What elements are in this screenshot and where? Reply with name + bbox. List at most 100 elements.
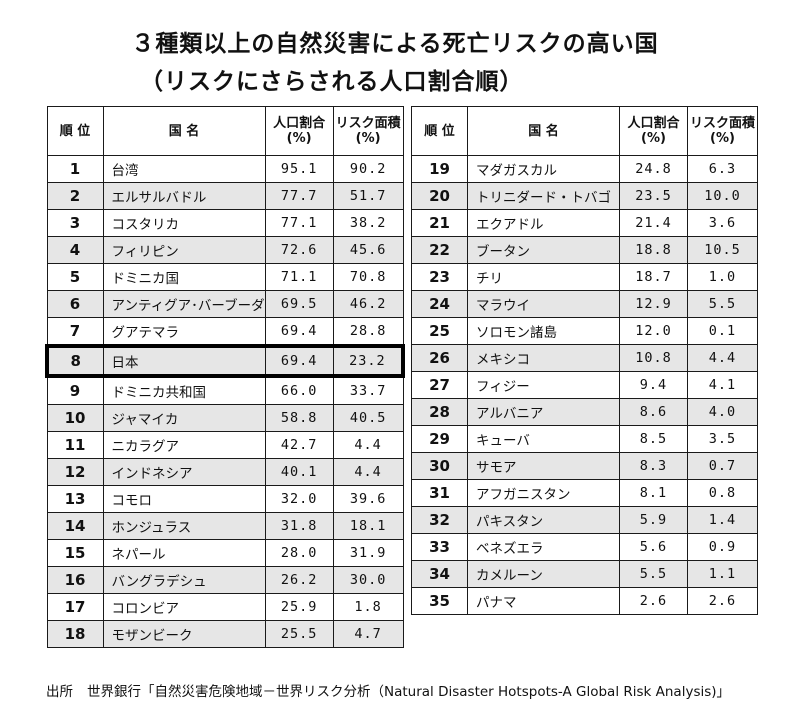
area-share-cell: 45.6 — [332, 236, 404, 264]
table-row: 8 日本 69.4 23.2 — [45, 344, 406, 378]
table-row: 9 ドミニカ共和国 66.0 33.7 — [46, 375, 404, 405]
area-share-cell: 1.0 — [687, 263, 758, 291]
table-row: 15 ネパール 28.0 31.9 — [46, 539, 404, 567]
header-country: 国 名 — [102, 106, 266, 156]
header-pop-share: 人口割合 (%) — [264, 106, 334, 156]
area-share-cell: 0.8 — [687, 479, 758, 507]
rank-cell: 14 — [46, 512, 104, 540]
header-rank: 順 位 — [46, 106, 104, 156]
area-share-cell: 70.8 — [332, 263, 404, 291]
table-row: 17 コロンビア 25.9 1.8 — [46, 593, 404, 621]
country-cell: コロンビア — [102, 593, 266, 621]
area-share-cell: 1.1 — [687, 560, 758, 588]
rank-cell: 18 — [46, 620, 104, 648]
area-share-cell: 4.7 — [332, 620, 404, 648]
rank-cell: 4 — [46, 236, 104, 264]
area-share-cell: 4.4 — [332, 431, 404, 459]
country-cell: ジャマイカ — [102, 404, 266, 432]
pop-share-cell: 18.8 — [619, 236, 688, 264]
country-cell: ドミニカ国 — [102, 263, 266, 291]
pop-share-cell: 23.5 — [619, 182, 688, 210]
source-label: 出所 — [46, 684, 73, 700]
pop-share-cell: 21.4 — [619, 209, 688, 237]
area-share-cell: 90.2 — [332, 155, 404, 183]
area-share-cell: 0.1 — [687, 317, 758, 345]
source-text: 世界銀行「自然災害危険地域－世界リスク分析（Natural Disaster H… — [87, 684, 731, 700]
country-cell: 日本 — [102, 344, 266, 378]
country-cell: エクアドル — [467, 209, 620, 237]
area-share-cell: 31.9 — [332, 539, 404, 567]
table-row: 28 アルバニア 8.6 4.0 — [411, 398, 758, 426]
pop-share-cell: 8.6 — [619, 398, 688, 426]
rank-cell: 29 — [411, 425, 468, 453]
table-row: 25 ソロモン諸島 12.0 0.1 — [411, 317, 758, 345]
area-share-cell: 1.8 — [332, 593, 404, 621]
country-cell: サモア — [467, 452, 620, 480]
country-cell: 台湾 — [102, 155, 266, 183]
table-row: 16 バングラデシュ 26.2 30.0 — [46, 566, 404, 594]
pop-share-cell: 24.8 — [619, 155, 688, 183]
rank-cell: 30 — [411, 452, 468, 480]
rank-cell: 25 — [411, 317, 468, 345]
area-share-cell: 30.0 — [332, 566, 404, 594]
table-row: 22 ブータン 18.8 10.5 — [411, 236, 758, 264]
area-share-cell: 4.4 — [687, 344, 758, 372]
table-row: 11 ニカラグア 42.7 4.4 — [46, 431, 404, 459]
rank-cell: 8 — [45, 344, 104, 378]
rank-cell: 11 — [46, 431, 104, 459]
country-cell: マダガスカル — [467, 155, 620, 183]
table-row: 14 ホンジュラス 31.8 18.1 — [46, 512, 404, 540]
area-share-cell: 4.4 — [332, 458, 404, 486]
pop-share-cell: 18.7 — [619, 263, 688, 291]
table-row: 30 サモア 8.3 0.7 — [411, 452, 758, 480]
pop-share-cell: 12.0 — [619, 317, 688, 345]
pop-share-cell: 8.3 — [619, 452, 688, 480]
area-share-cell: 40.5 — [332, 404, 404, 432]
rank-cell: 15 — [46, 539, 104, 567]
table-row: 5 ドミニカ国 71.1 70.8 — [46, 263, 404, 291]
rank-cell: 34 — [411, 560, 468, 588]
country-cell: ネパール — [102, 539, 266, 567]
table-row: 27 フィジー 9.4 4.1 — [411, 371, 758, 399]
header-pop-share: 人口割合 (%) — [619, 106, 688, 156]
area-share-cell: 3.6 — [687, 209, 758, 237]
country-cell: アルバニア — [467, 398, 620, 426]
country-cell: バングラデシュ — [102, 566, 266, 594]
pop-share-cell: 69.5 — [264, 290, 334, 318]
pop-share-cell: 12.9 — [619, 290, 688, 318]
rank-cell: 22 — [411, 236, 468, 264]
page-subtitle: （リスクにさらされる人口割合順） — [140, 69, 524, 95]
country-cell: パキスタン — [467, 506, 620, 534]
area-share-cell: 6.3 — [687, 155, 758, 183]
table-row: 13 コモロ 32.0 39.6 — [46, 485, 404, 513]
table-row: 1 台湾 95.1 90.2 — [46, 155, 404, 183]
country-cell: モザンビーク — [102, 620, 266, 648]
rank-cell: 20 — [411, 182, 468, 210]
table-row: 31 アフガニスタン 8.1 0.8 — [411, 479, 758, 507]
rank-cell: 16 — [46, 566, 104, 594]
table-row: 24 マラウイ 12.9 5.5 — [411, 290, 758, 318]
country-cell: カメルーン — [467, 560, 620, 588]
table-row: 23 チリ 18.7 1.0 — [411, 263, 758, 291]
country-cell: ソロモン諸島 — [467, 317, 620, 345]
country-cell: グアテマラ — [102, 317, 266, 347]
area-share-cell: 39.6 — [332, 485, 404, 513]
country-cell: アンティグア･バーブーダ — [102, 290, 266, 318]
area-share-cell: 33.7 — [332, 375, 404, 405]
rank-cell: 23 — [411, 263, 468, 291]
pop-share-cell: 5.5 — [619, 560, 688, 588]
rank-cell: 10 — [46, 404, 104, 432]
area-share-cell: 5.5 — [687, 290, 758, 318]
pop-share-cell: 5.6 — [619, 533, 688, 561]
area-share-cell: 28.8 — [332, 317, 404, 347]
table-row: 19 マダガスカル 24.8 6.3 — [411, 155, 758, 183]
rank-cell: 31 — [411, 479, 468, 507]
rank-cell: 7 — [46, 317, 104, 347]
country-cell: ニカラグア — [102, 431, 266, 459]
pop-share-cell: 71.1 — [264, 263, 334, 291]
table-row: 35 パナマ 2.6 2.6 — [411, 587, 758, 615]
header-area-share: リスク面積 (%) — [687, 106, 758, 156]
area-share-cell: 0.9 — [687, 533, 758, 561]
area-share-cell: 10.0 — [687, 182, 758, 210]
pop-share-cell: 9.4 — [619, 371, 688, 399]
